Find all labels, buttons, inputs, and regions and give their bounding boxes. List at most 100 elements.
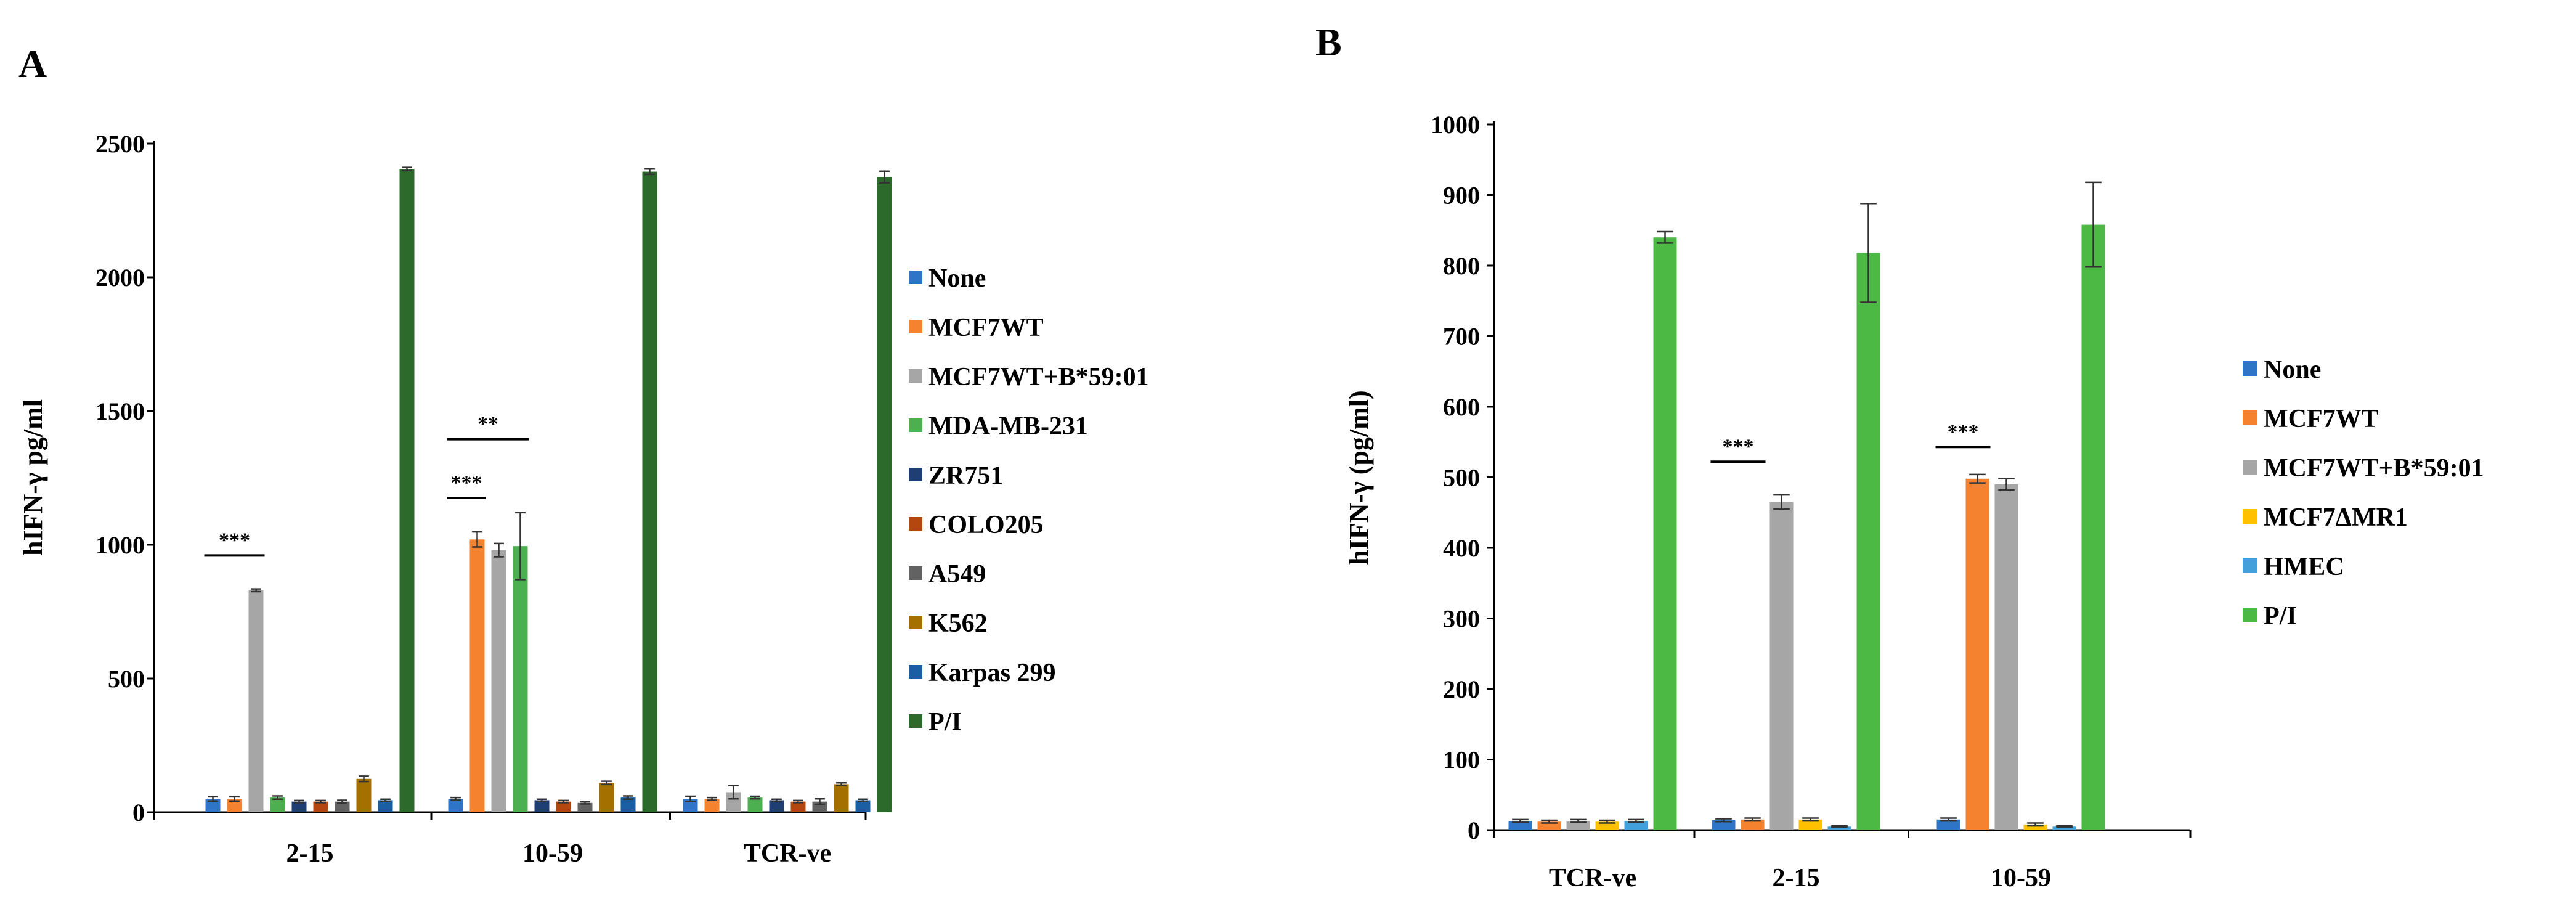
chart0-legend-swatch-mda-mb-231 bbox=[909, 418, 922, 432]
chart0-error-bar bbox=[294, 799, 304, 804]
chart0-error-bar bbox=[359, 775, 369, 783]
chart1-legend-swatch-mcf7wt bbox=[2243, 410, 2257, 425]
chart0-error-bar bbox=[229, 796, 240, 802]
chart1-y-tick-label: 600 bbox=[1443, 393, 1480, 421]
chart0-y-tick-label: 1000 bbox=[95, 531, 145, 559]
chart0-error-bar bbox=[380, 798, 391, 802]
chart0-legend-label: MCF7WT+B*59:01 bbox=[928, 363, 1149, 391]
chart1-category-label: 2-15 bbox=[1773, 864, 1820, 892]
chart0-error-bar bbox=[402, 166, 412, 172]
chart1-significance-label: *** bbox=[1723, 435, 1754, 458]
chart0-bar-mda-mb-231-2-15 bbox=[270, 797, 285, 812]
chart1-bar-mcf7wt-b-59-01-2-15 bbox=[1769, 502, 1794, 830]
chart1-legend-label: P/I bbox=[2264, 602, 2297, 630]
chart0-bar-k562-10-59 bbox=[599, 783, 614, 812]
chart1-bar-mcf7wt-b-59-01-tcr-ve bbox=[1566, 821, 1590, 830]
chart0-bar-a549-10-59 bbox=[577, 802, 593, 812]
chart0-bar-zr751-tcr-ve bbox=[769, 800, 784, 812]
chart0-bar-mda-mb-231-tcr-ve bbox=[747, 797, 763, 812]
chart1-bar-none-2-15 bbox=[1712, 820, 1736, 830]
chart1-y-tick-label: 400 bbox=[1443, 534, 1480, 562]
chart1-error-bar bbox=[2027, 822, 2044, 827]
chart0-error-bar bbox=[601, 780, 612, 786]
chart0-legend-label: MDA-MB-231 bbox=[928, 412, 1088, 441]
chart1-y-tick-label: 100 bbox=[1443, 746, 1480, 774]
chart1-error-bar bbox=[2056, 825, 2073, 828]
chart1-bar-mcf7-mr1-2-15 bbox=[1798, 819, 1822, 830]
chart1-category-label: TCR-ve bbox=[1549, 864, 1636, 892]
chart1-legend-swatch-none bbox=[2243, 361, 2257, 376]
chart0-legend-swatch-colo205 bbox=[909, 517, 922, 531]
chart0-bar-zr751-10-59 bbox=[534, 800, 550, 812]
chart1-y-tick-label: 500 bbox=[1443, 464, 1480, 492]
chart0-legend-swatch-p-i bbox=[909, 714, 922, 728]
chart0-error-bar bbox=[728, 785, 739, 800]
chart0-error-bar bbox=[251, 588, 261, 593]
chart0-error-bar bbox=[208, 796, 218, 802]
chart0-bar-karpas-299-2-15 bbox=[378, 800, 393, 812]
chart0-legend-swatch-mcf7wt bbox=[909, 320, 922, 333]
chart0-legend-swatch-mcf7wt-b-59-01 bbox=[909, 369, 922, 383]
chart1-error-bar bbox=[1541, 819, 1558, 824]
chart1-legend-label: None bbox=[2264, 356, 2321, 384]
chart1-y-tick-label: 0 bbox=[1468, 817, 1480, 844]
chart1-y-tick-label: 800 bbox=[1443, 252, 1480, 280]
chart1-error-bar bbox=[1969, 473, 1986, 484]
chart0-error-bar bbox=[815, 798, 825, 805]
chart0-error-bar bbox=[644, 168, 655, 176]
chart1-legend-label: MCF7WT+B*59:01 bbox=[2264, 454, 2484, 483]
chart1-legend-label: MCF7WT bbox=[2264, 405, 2379, 433]
chart0-bar-mcf7wt-10-59 bbox=[469, 539, 485, 812]
chart1-error-bar bbox=[1512, 818, 1529, 823]
chart1-y-axis-title: hIFN-γ (pg/ml) bbox=[1344, 390, 1374, 565]
chart1-error-bar bbox=[1773, 494, 1790, 510]
chart0-y-axis-title: hIFN-γ pg/ml bbox=[18, 399, 48, 556]
chart0-error-bar bbox=[337, 799, 347, 804]
chart0-error-bar bbox=[771, 798, 782, 802]
chart0-legend-swatch-none bbox=[909, 271, 922, 284]
chart0-legend-swatch-zr751 bbox=[909, 468, 922, 481]
chart0-legend-label: ZR751 bbox=[928, 462, 1003, 490]
chart0-error-bar bbox=[836, 782, 847, 786]
chart0-bar-k562-2-15 bbox=[356, 778, 372, 812]
chart0-significance-label: *** bbox=[219, 529, 250, 552]
chart1-y-tick-label: 900 bbox=[1443, 182, 1480, 210]
chart1-error-bar bbox=[1657, 230, 1673, 244]
chart1-y-tick-label: 200 bbox=[1443, 675, 1480, 703]
chart0-category-label: TCR-ve bbox=[744, 839, 831, 868]
chart1-error-bar bbox=[1599, 819, 1615, 824]
chart0-error-bar bbox=[272, 795, 283, 800]
chart0-bar-a549-2-15 bbox=[335, 801, 350, 812]
chart1-y-tick-label: 700 bbox=[1443, 323, 1480, 351]
chart0-bar-colo205-tcr-ve bbox=[790, 801, 806, 812]
chart0-bar-mcf7wt-2-15 bbox=[227, 799, 242, 812]
chart0-significance-label: *** bbox=[451, 471, 482, 494]
chart0-y-tick-label: 1500 bbox=[95, 397, 145, 425]
panel-a-label: A bbox=[18, 42, 47, 86]
chart1-bar-hmec-10-59 bbox=[2052, 826, 2076, 830]
chart0-error-bar bbox=[858, 798, 868, 802]
chart0-bar-none-2-15 bbox=[205, 799, 221, 812]
chart0-error-bar bbox=[879, 170, 890, 184]
chart0-bar-zr751-2-15 bbox=[291, 801, 307, 812]
chart0-error-bar bbox=[515, 512, 526, 581]
chart1-error-bar bbox=[2085, 181, 2102, 268]
chart0-category-label: 2-15 bbox=[286, 839, 334, 868]
chart1-legend-label: HMEC bbox=[2264, 553, 2344, 581]
chart1-error-bar bbox=[1831, 825, 1848, 828]
chart0-y-tick-label: 2500 bbox=[95, 130, 145, 158]
chart0-bar-karpas-299-10-59 bbox=[620, 797, 636, 812]
chart1-y-tick-label: 300 bbox=[1443, 605, 1480, 633]
chart0-legend-label: MCF7WT bbox=[928, 314, 1044, 342]
chart1-legend-swatch-mcf7wt-b-59-01 bbox=[2243, 460, 2257, 475]
chart0-error-bar bbox=[494, 542, 504, 558]
chart1-significance-label: *** bbox=[1948, 420, 1979, 443]
chart0-bar-mcf7wt-b-59-01-10-59 bbox=[491, 550, 506, 812]
chart0-error-bar bbox=[707, 796, 717, 801]
chart0-significance-label: ** bbox=[477, 413, 498, 436]
chart0-error-bar bbox=[537, 798, 547, 802]
chart1-legend-label: MCF7ΔMR1 bbox=[2264, 503, 2408, 532]
chart1-error-bar bbox=[1802, 817, 1819, 822]
chart0-bar-colo205-2-15 bbox=[313, 801, 328, 812]
